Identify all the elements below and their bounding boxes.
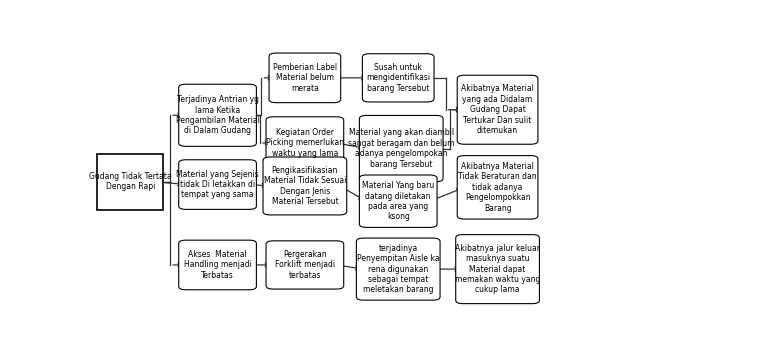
Text: Akses  Material
Handling menjadi
Terbatas: Akses Material Handling menjadi Terbatas [183, 250, 252, 280]
Text: terjadinya
Penyempitan Aisle ka
rena digunakan
sebagai tempat
meletakan barang: terjadinya Penyempitan Aisle ka rena dig… [357, 244, 440, 294]
FancyBboxPatch shape [179, 240, 256, 290]
FancyBboxPatch shape [362, 54, 434, 102]
Text: Material Yang baru
datang diletakan
pada area yang
ksong: Material Yang baru datang diletakan pada… [362, 181, 434, 221]
FancyBboxPatch shape [360, 175, 437, 228]
FancyBboxPatch shape [357, 238, 440, 300]
FancyBboxPatch shape [179, 84, 256, 146]
Text: Akibatnya Material
yang ada Didalam
Gudang Dapat
Tertukar Dan sulit
ditemukan: Akibatnya Material yang ada Didalam Guda… [461, 85, 534, 135]
Text: Pemberian Label
Material belum
merata: Pemberian Label Material belum merata [273, 63, 337, 93]
FancyBboxPatch shape [97, 154, 163, 210]
FancyBboxPatch shape [266, 241, 343, 289]
FancyBboxPatch shape [457, 75, 538, 144]
Text: Pergerakan
Forklift menjadi
terbatas: Pergerakan Forklift menjadi terbatas [275, 250, 335, 280]
FancyBboxPatch shape [456, 235, 539, 303]
FancyBboxPatch shape [263, 157, 347, 215]
Text: Gudang Tidak Tertata
Dengan Rapi: Gudang Tidak Tertata Dengan Rapi [89, 172, 172, 192]
Text: Terjadinya Antrian yg
lama Ketika
Pengambilan Material
di Dalam Gudang: Terjadinya Antrian yg lama Ketika Pengam… [176, 95, 260, 135]
FancyBboxPatch shape [266, 117, 343, 169]
Text: Pengikasifikasian
Material Tidak Sesuai
Dengan Jenis
Material Tersebut: Pengikasifikasian Material Tidak Sesuai … [263, 166, 346, 206]
Text: Material yang Sejenis
tidak Di letakkan di
tempat yang sama: Material yang Sejenis tidak Di letakkan … [176, 170, 259, 199]
FancyBboxPatch shape [360, 116, 443, 182]
Text: Material yang akan diambil
sangat beragam dan belum
adanya pengelompokan
barang : Material yang akan diambil sangat beraga… [348, 129, 455, 168]
Text: Akibatnya Material
Tidak Beraturan dan
tidak adanya
Pengelompokkan
Barang: Akibatnya Material Tidak Beraturan dan t… [458, 162, 537, 213]
Text: Kegiatan Order
Picking memerlukan
waktu yang lama: Kegiatan Order Picking memerlukan waktu … [266, 128, 344, 158]
FancyBboxPatch shape [457, 156, 538, 219]
FancyBboxPatch shape [269, 53, 340, 103]
Text: Susah untuk
mengidentifikasi
barang Tersebut: Susah untuk mengidentifikasi barang Ters… [366, 63, 430, 93]
Text: Akibatnya jalur keluar
masuknya suatu
Material dapat
memakan waktu yang
cukup la: Akibatnya jalur keluar masuknya suatu Ma… [455, 244, 540, 294]
FancyBboxPatch shape [179, 160, 256, 210]
